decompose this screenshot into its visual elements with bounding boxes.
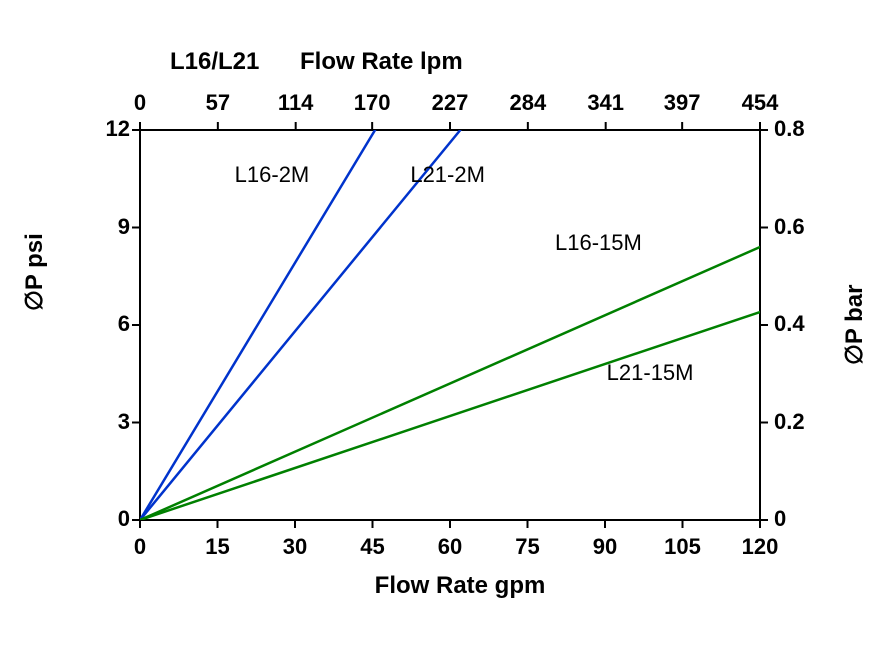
x-bottom-tick-label: 60 <box>425 534 475 560</box>
x-top-tick-label: 341 <box>576 90 636 116</box>
x-top-tick-label: 57 <box>188 90 248 116</box>
x-bottom-tick-label: 105 <box>658 534 708 560</box>
x-bottom-tick-label: 75 <box>503 534 553 560</box>
series-label-L16-15M: L16-15M <box>555 230 642 256</box>
x-bottom-tick-label: 30 <box>270 534 320 560</box>
x-top-tick-label: 114 <box>266 90 326 116</box>
pressure-drop-chart: 0153045607590105120057114170227284341397… <box>0 0 882 650</box>
y-left-tick-label: 3 <box>85 409 130 435</box>
series-label-L16-2M: L16-2M <box>235 162 310 188</box>
y-left-tick-label: 6 <box>85 311 130 337</box>
series-L21-15M <box>140 312 760 520</box>
x-top-tick-label: 170 <box>342 90 402 116</box>
x-bottom-tick-label: 45 <box>348 534 398 560</box>
y-left-tick-label: 9 <box>85 214 130 240</box>
series-label-L21-2M: L21-2M <box>410 162 485 188</box>
series-L16-2M <box>140 130 375 520</box>
x-bottom-tick-label: 0 <box>115 534 165 560</box>
y-left-axis-label: ∅P psi <box>20 233 49 311</box>
chart-title-left: L16/L21 <box>170 48 259 76</box>
x-top-tick-label: 284 <box>498 90 558 116</box>
y-right-tick-label: 0 <box>774 506 824 532</box>
y-right-tick-label: 0.2 <box>774 409 824 435</box>
y-left-tick-label: 12 <box>85 116 130 142</box>
chart-title-right: Flow Rate lpm <box>300 48 463 76</box>
x-bottom-tick-label: 15 <box>193 534 243 560</box>
y-left-tick-label: 0 <box>85 506 130 532</box>
x-bottom-axis-label: Flow Rate gpm <box>350 572 570 600</box>
x-top-tick-label: 0 <box>110 90 170 116</box>
y-right-tick-label: 0.4 <box>774 311 824 337</box>
y-right-axis-label: ∅P bar <box>840 285 869 366</box>
series-label-L21-15M: L21-15M <box>607 360 694 386</box>
series-L21-2M <box>140 130 460 520</box>
x-bottom-tick-label: 120 <box>735 534 785 560</box>
x-bottom-tick-label: 90 <box>580 534 630 560</box>
y-right-tick-label: 0.8 <box>774 116 824 142</box>
y-right-tick-label: 0.6 <box>774 214 824 240</box>
x-top-tick-label: 227 <box>420 90 480 116</box>
x-top-tick-label: 397 <box>652 90 712 116</box>
x-top-tick-label: 454 <box>730 90 790 116</box>
